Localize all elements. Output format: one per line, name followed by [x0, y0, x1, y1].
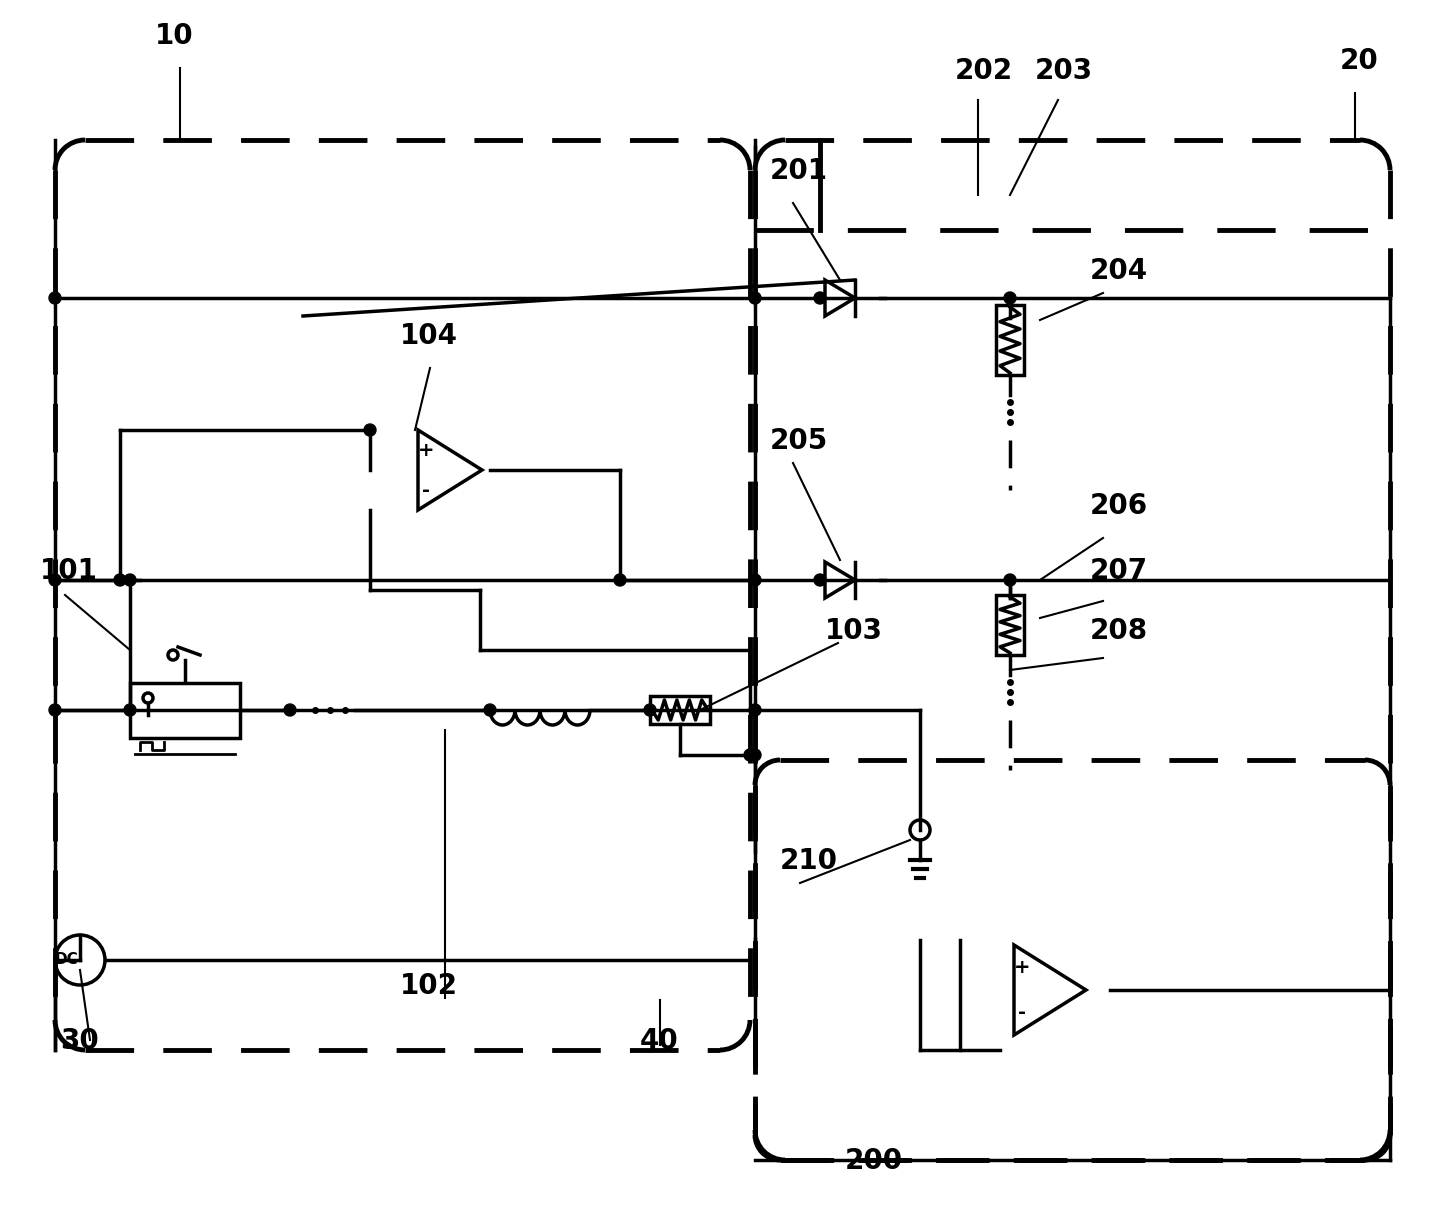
- Text: 201: 201: [771, 157, 828, 185]
- Circle shape: [123, 704, 136, 716]
- Text: 30: 30: [60, 1027, 99, 1055]
- Circle shape: [1004, 574, 1016, 586]
- Circle shape: [49, 704, 62, 716]
- Bar: [996, 595, 1025, 655]
- Circle shape: [123, 574, 136, 586]
- Text: 10: 10: [155, 22, 194, 50]
- Circle shape: [644, 704, 656, 716]
- Bar: [650, 696, 710, 724]
- Text: 104: 104: [400, 322, 458, 350]
- Text: +: +: [1013, 958, 1030, 977]
- Circle shape: [614, 574, 626, 586]
- Circle shape: [49, 292, 62, 304]
- Text: 205: 205: [771, 427, 828, 455]
- Text: 103: 103: [825, 616, 883, 645]
- Text: 202: 202: [956, 57, 1013, 85]
- Text: 207: 207: [1091, 557, 1148, 585]
- Circle shape: [743, 748, 756, 761]
- Circle shape: [749, 748, 761, 761]
- Text: 210: 210: [781, 846, 838, 876]
- Text: -: -: [422, 481, 430, 499]
- Text: 20: 20: [1340, 47, 1379, 75]
- Polygon shape: [825, 562, 855, 598]
- Bar: [996, 305, 1025, 375]
- Circle shape: [814, 574, 827, 586]
- Circle shape: [814, 292, 827, 304]
- Circle shape: [749, 292, 761, 304]
- Polygon shape: [825, 280, 855, 316]
- Circle shape: [749, 574, 761, 586]
- Circle shape: [749, 704, 761, 716]
- Text: 203: 203: [1035, 57, 1093, 85]
- Text: 200: 200: [845, 1147, 903, 1175]
- Text: 101: 101: [40, 557, 98, 585]
- Circle shape: [284, 704, 296, 716]
- Circle shape: [1004, 292, 1016, 304]
- Text: -: -: [1017, 1003, 1026, 1022]
- Circle shape: [484, 704, 497, 716]
- Text: 204: 204: [1091, 257, 1148, 285]
- Circle shape: [364, 424, 376, 436]
- Text: 208: 208: [1091, 616, 1148, 645]
- Circle shape: [49, 574, 62, 586]
- Text: +: +: [418, 441, 435, 459]
- Text: 102: 102: [400, 972, 458, 1000]
- Text: 40: 40: [640, 1027, 679, 1055]
- Bar: [131, 683, 240, 737]
- Text: DC: DC: [55, 953, 79, 968]
- Text: 206: 206: [1091, 492, 1148, 520]
- Circle shape: [113, 574, 126, 586]
